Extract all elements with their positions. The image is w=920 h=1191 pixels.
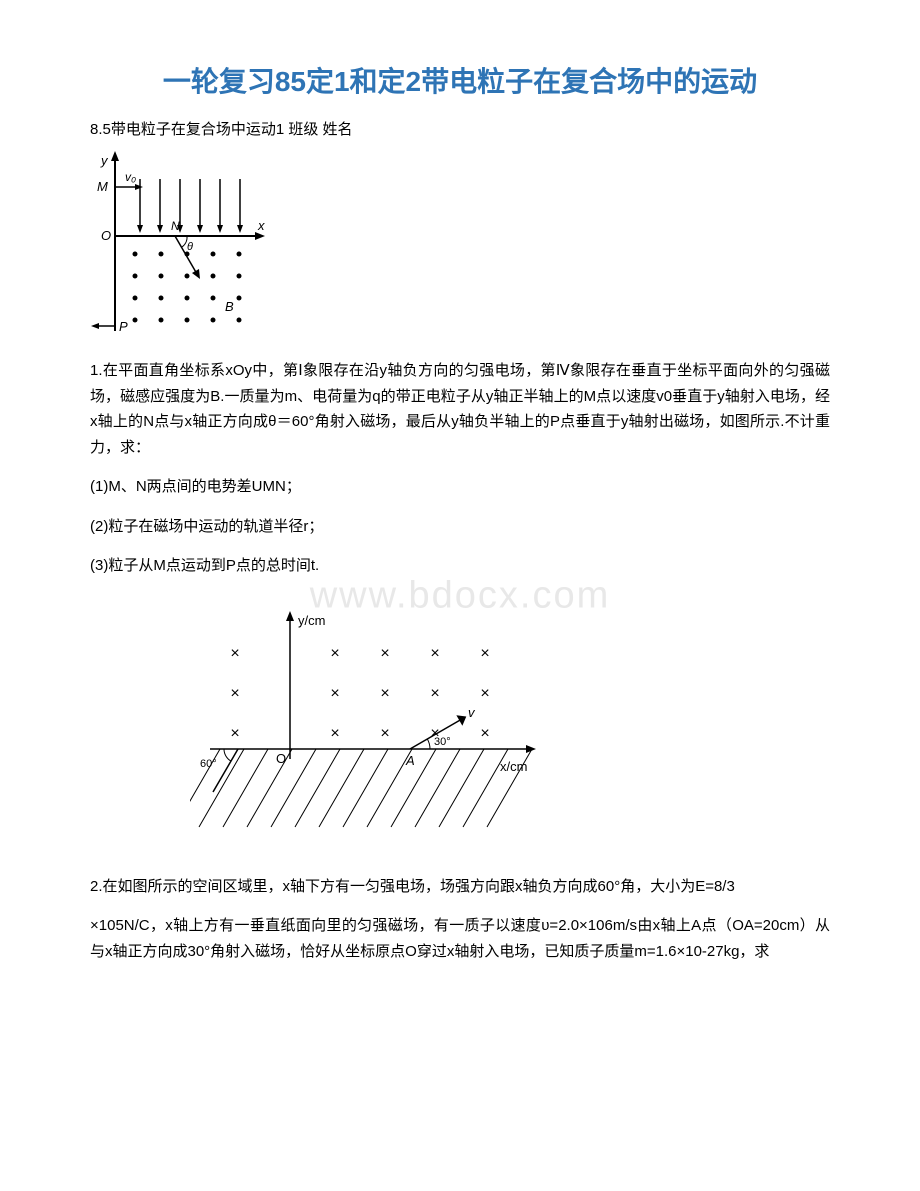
svg-text:×: × (230, 725, 239, 742)
svg-text:×: × (230, 645, 239, 662)
svg-text:x: x (257, 218, 265, 233)
problem-1-q3: (3)粒子从M点运动到P点的总时间t. (90, 553, 830, 579)
svg-text:y/cm: y/cm (298, 613, 325, 628)
page-title: 一轮复习85定1和定2带电粒子在复合场中的运动 (90, 60, 830, 100)
problem-1-q1: (1)M、N两点间的电势差UMN； (90, 474, 830, 500)
svg-text:30°: 30° (434, 736, 451, 748)
svg-text:×: × (430, 645, 439, 662)
svg-text:v: v (468, 705, 476, 720)
svg-text:×: × (380, 725, 389, 742)
svg-text:×: × (330, 645, 339, 662)
svg-text:×: × (480, 645, 489, 662)
diagram-2: y/cmx/cmO×××××××××××××××Av30°60° (190, 609, 830, 854)
svg-text:×: × (230, 685, 239, 702)
svg-text:×: × (380, 645, 389, 662)
svg-text:x/cm: x/cm (500, 759, 527, 774)
svg-text:O: O (101, 228, 111, 243)
svg-text:×: × (480, 725, 489, 742)
svg-text:×: × (330, 725, 339, 742)
svg-text:M: M (97, 179, 108, 194)
svg-text:N: N (171, 219, 180, 233)
svg-text:O: O (276, 751, 286, 766)
svg-text:θ: θ (187, 241, 193, 253)
svg-text:P: P (119, 319, 128, 334)
diagram-1: y x Mv₀ O P Nθ B (90, 151, 830, 346)
subtitle: 8.5带电粒子在复合场中运动1 班级 姓名 (90, 118, 830, 139)
svg-text:y: y (100, 153, 109, 168)
svg-text:×: × (430, 685, 439, 702)
svg-text:×: × (380, 685, 389, 702)
svg-text:A: A (405, 753, 415, 768)
problem-2-cont: ×105N/C，x轴上方有一垂直纸面向里的匀强磁场，有一质子以速度υ=2.0×1… (90, 913, 830, 964)
problem-1-q2: (2)粒子在磁场中运动的轨道半径r； (90, 514, 830, 540)
svg-text:×: × (480, 685, 489, 702)
svg-text:×: × (330, 685, 339, 702)
problem-2-intro: 2.在如图所示的空间区域里，x轴下方有一匀强电场，场强方向跟x轴负方向成60°角… (90, 874, 830, 900)
svg-text:60°: 60° (200, 758, 217, 770)
problem-1-intro: 1.在平面直角坐标系xOy中，第Ⅰ象限存在沿y轴负方向的匀强电场，第Ⅳ象限存在垂… (90, 358, 830, 460)
svg-text:v₀: v₀ (125, 170, 136, 184)
svg-text:B: B (225, 299, 234, 314)
